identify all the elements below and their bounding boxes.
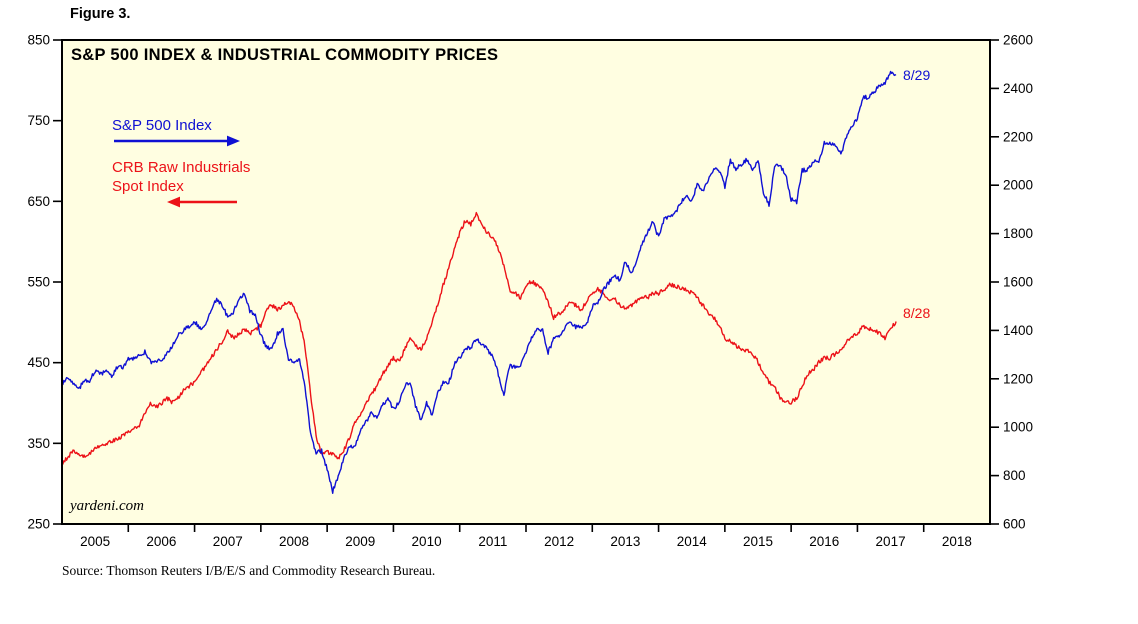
y-axis-left-tick-label: 450 bbox=[27, 355, 50, 370]
y-axis-right-tick-label: 2000 bbox=[1003, 178, 1033, 193]
y-axis-right-tick-label: 2600 bbox=[1003, 33, 1033, 48]
y-axis-right-tick-label: 800 bbox=[1003, 468, 1026, 483]
legend-crb-line1: CRB Raw Industrials bbox=[112, 159, 251, 176]
y-axis-right-tick-label: 1000 bbox=[1003, 420, 1033, 435]
y-axis-right-tick-label: 2200 bbox=[1003, 129, 1033, 144]
source-note: Source: Thomson Reuters I/B/E/S and Comm… bbox=[62, 563, 436, 578]
y-axis-left-tick-label: 550 bbox=[27, 275, 50, 290]
figure-label: Figure 3. bbox=[70, 6, 131, 22]
sp500-end-date-label: 8/29 bbox=[903, 67, 931, 83]
y-axis-right-tick-label: 600 bbox=[1003, 517, 1026, 532]
x-axis-label-2015: 2015 bbox=[743, 534, 773, 549]
x-axis-label-2008: 2008 bbox=[279, 534, 309, 549]
plot-area bbox=[62, 40, 990, 524]
y-axis-right-tick-label: 1600 bbox=[1003, 275, 1033, 290]
y-axis-right-tick-label: 2400 bbox=[1003, 81, 1033, 96]
x-axis-label-2016: 2016 bbox=[809, 534, 839, 549]
sp500-legend-arrowhead-icon bbox=[227, 135, 240, 147]
x-axis-label-2011: 2011 bbox=[478, 534, 507, 549]
watermark: yardeni.com bbox=[70, 498, 145, 514]
crb-legend-arrowhead-icon bbox=[167, 196, 180, 208]
x-axis-label-2018: 2018 bbox=[942, 534, 972, 549]
x-axis-label-2009: 2009 bbox=[345, 534, 375, 549]
x-axis-label-2006: 2006 bbox=[146, 534, 176, 549]
sp500-line bbox=[63, 70, 897, 494]
y-axis-right-tick-label: 1800 bbox=[1003, 226, 1033, 241]
x-axis-label-2010: 2010 bbox=[412, 534, 442, 549]
y-axis-left-tick-label: 250 bbox=[27, 517, 50, 532]
x-axis-label-2014: 2014 bbox=[677, 534, 708, 549]
y-axis-left-tick-label: 350 bbox=[27, 436, 50, 451]
y-axis-left-tick-label: 650 bbox=[27, 194, 50, 209]
chart-title: S&P 500 INDEX & INDUSTRIAL COMMODITY PRI… bbox=[71, 46, 499, 64]
y-axis-right-tick-label: 1200 bbox=[1003, 371, 1033, 386]
x-axis-label-2017: 2017 bbox=[876, 534, 906, 549]
x-axis-label-2013: 2013 bbox=[610, 534, 640, 549]
x-axis-label-2012: 2012 bbox=[544, 534, 574, 549]
plot-frame bbox=[61, 39, 991, 525]
y-axis-left-tick-label: 750 bbox=[27, 113, 50, 128]
y-axis-right-tick-label: 1400 bbox=[1003, 323, 1033, 338]
legend-sp500-label: S&P 500 Index bbox=[112, 117, 212, 134]
x-axis-label-2007: 2007 bbox=[213, 534, 243, 549]
x-axis-label-2005: 2005 bbox=[80, 534, 110, 549]
crb-line bbox=[63, 211, 897, 465]
legend-crb-label: CRB Raw Industrials Spot Index bbox=[112, 158, 250, 196]
legend-crb-line2: Spot Index bbox=[112, 178, 184, 195]
y-axis-left-tick-label: 850 bbox=[27, 33, 50, 48]
crb-end-date-label: 8/28 bbox=[903, 305, 931, 321]
